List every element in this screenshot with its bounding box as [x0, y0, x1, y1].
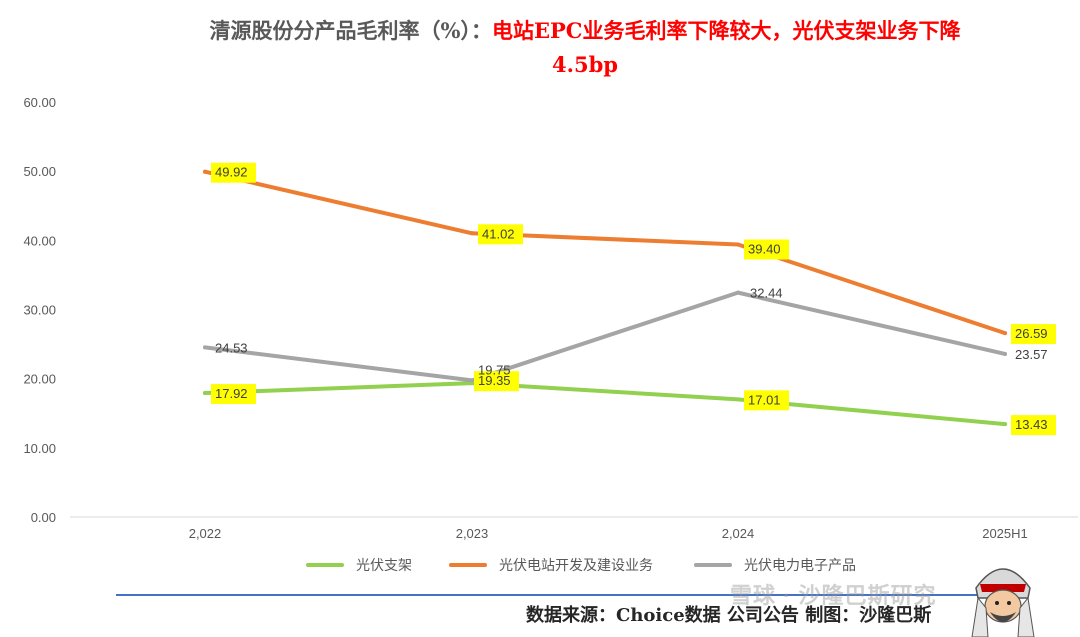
- legend-label-bracket: 光伏支架: [356, 557, 412, 573]
- legend-swatch-epc: [449, 563, 487, 567]
- data-label-bg: [474, 371, 519, 392]
- data-point: [736, 290, 740, 295]
- source-note: 数据来源：Choice数据 公司公告 制图：沙隆巴斯: [526, 605, 932, 626]
- data-label-bg: [211, 384, 256, 405]
- data-label: 13.43: [1015, 417, 1048, 432]
- y-tick-label: 50.00: [23, 164, 56, 179]
- data-point: [470, 231, 474, 236]
- data-point: [1003, 331, 1007, 336]
- y-tick-label: 30.00: [23, 303, 56, 318]
- legend-item-epc[interactable]: 光伏电站开发及建设业务: [449, 554, 653, 576]
- data-label: 32.44: [750, 286, 783, 301]
- data-label: 23.57: [1015, 347, 1048, 362]
- data-label-bg: [1011, 324, 1056, 345]
- data-point: [203, 345, 207, 350]
- avatar: [971, 568, 1035, 637]
- footer-divider: [116, 594, 978, 596]
- legend-item-electronics[interactable]: 光伏电力电子产品: [694, 554, 856, 576]
- series-line: [203, 290, 1007, 383]
- y-tick-label: 0.00: [31, 510, 56, 525]
- data-point: [1003, 351, 1007, 356]
- data-label: 17.01: [748, 392, 781, 407]
- legend-label-electronics: 光伏电力电子产品: [744, 557, 856, 573]
- x-tick-label: 2,024: [722, 526, 755, 541]
- x-tick-label: 2,022: [189, 526, 222, 541]
- y-tick-label: 60.00: [23, 95, 56, 110]
- y-tick-label: 10.00: [23, 441, 56, 456]
- series-line: [203, 169, 1007, 336]
- data-label: 39.40: [748, 241, 781, 256]
- legend-swatch-electronics: [694, 563, 732, 567]
- legend-item-bracket[interactable]: 光伏支架: [306, 554, 412, 576]
- x-tick-label: 2,023: [456, 526, 489, 541]
- data-label: 49.92: [215, 165, 248, 180]
- chart-legend: 光伏支架 光伏电站开发及建设业务 光伏电力电子产品: [0, 554, 1080, 576]
- data-label: 24.53: [215, 340, 248, 355]
- data-label: 17.92: [215, 386, 248, 401]
- data-label: 41.02: [482, 226, 515, 241]
- data-point: [1003, 422, 1007, 427]
- data-point: [736, 397, 740, 402]
- data-label: 19.75: [478, 362, 511, 377]
- x-tick-label: 2025H1: [982, 526, 1028, 541]
- chart-title: 清源股份分产品毛利率（%）：电站EPC业务毛利率下降较大，光伏支架业务下降 4.…: [0, 14, 1080, 82]
- data-point: [736, 242, 740, 247]
- data-label-bg: [1011, 415, 1056, 436]
- title-part1: 清源股份分产品毛利率（%）：: [209, 18, 492, 43]
- y-tick-label: 40.00: [23, 233, 56, 248]
- data-point: [203, 391, 207, 396]
- y-tick-label: 20.00: [23, 372, 56, 387]
- legend-swatch-bracket: [306, 563, 344, 567]
- data-label-bg: [211, 162, 256, 183]
- series-line: [203, 381, 1007, 427]
- watermark: 雪球 · 沙隆巴斯研究: [730, 583, 937, 608]
- data-point: [203, 169, 207, 174]
- title-part2: 电站EPC业务毛利率下降较大，光伏支架业务下降: [491, 18, 961, 43]
- data-label-bg: [744, 390, 789, 411]
- data-label-bg: [478, 224, 523, 245]
- data-point: [470, 378, 474, 383]
- title-line2: 4.5bp: [552, 52, 618, 77]
- legend-label-epc: 光伏电站开发及建设业务: [499, 557, 653, 573]
- data-label: 19.35: [478, 373, 511, 388]
- data-label-bg: [744, 239, 789, 260]
- data-label: 26.59: [1015, 326, 1048, 341]
